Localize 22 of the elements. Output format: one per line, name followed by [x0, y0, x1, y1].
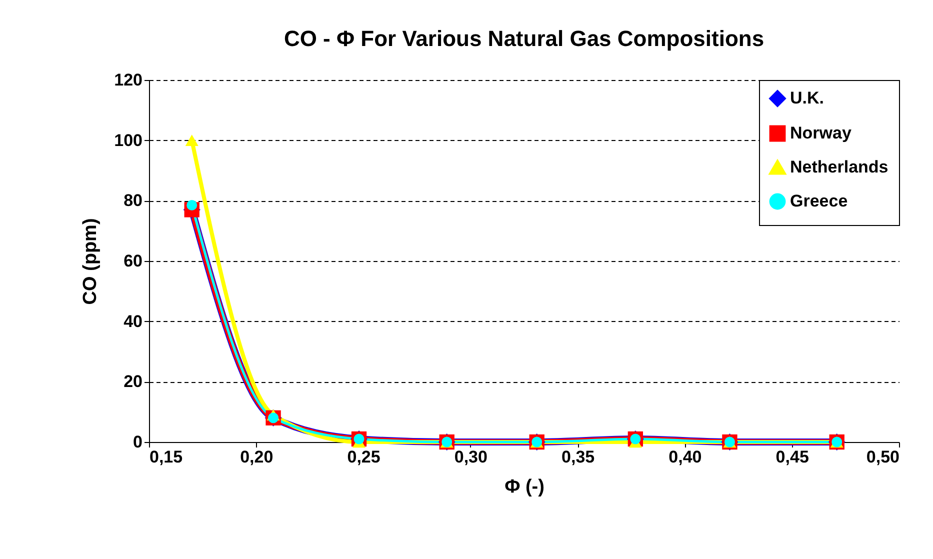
y-tick-label: 0 — [133, 432, 142, 452]
y-tick-label: 20 — [124, 372, 142, 392]
x-tick-label: 0,20 — [240, 448, 274, 466]
x-tick-label: 0,50 — [866, 448, 900, 466]
y-tick-label: 100 — [114, 130, 142, 150]
y-tick-label: 60 — [124, 252, 142, 270]
legend-label: Greece — [790, 192, 848, 210]
legend-label: Norway — [790, 124, 852, 142]
legend-label: U.K. — [790, 88, 824, 108]
x-axis-title: Φ (-) — [504, 476, 544, 498]
x-tick-label: 0,35 — [562, 448, 595, 466]
x-tick-label: 0,15 — [150, 448, 183, 466]
y-axis-title: CO (ppm) — [80, 218, 102, 305]
y-tick-label: 80 — [124, 191, 142, 210]
chart-title: CO - Φ For Various Natural Gas Compositions — [284, 26, 764, 51]
legend-label: Netherlands — [790, 158, 888, 176]
y-tick-label: 120 — [114, 70, 142, 90]
y-tick-label: 40 — [124, 312, 142, 331]
x-tick-label: 0,45 — [776, 448, 809, 466]
x-tick-label: 0,25 — [347, 448, 380, 466]
x-tick-label: 0,30 — [454, 448, 488, 466]
x-tick-label: 0,40 — [668, 448, 702, 466]
